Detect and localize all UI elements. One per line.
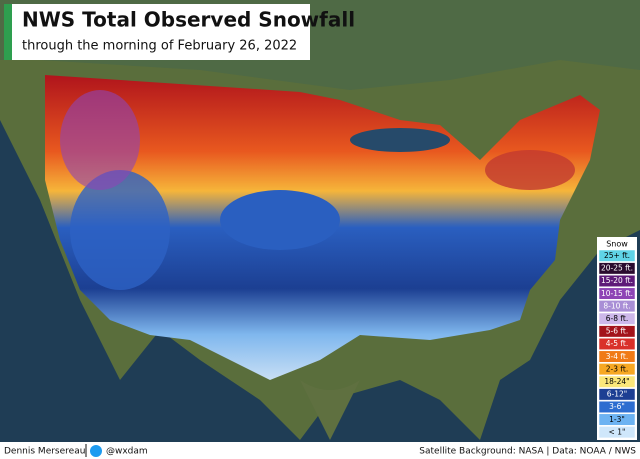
legend-label: 10-15 ft.: [601, 289, 633, 298]
legend-swatch: [598, 262, 636, 275]
mexico: [300, 380, 360, 440]
legend-label: 1-3": [609, 415, 625, 424]
snow-blob: [70, 170, 170, 290]
legend-swatch: [598, 426, 636, 439]
legend: Snow 25+ ft. 20-25 ft. 15-20 ft. 10-15 ft. 8…: [597, 237, 637, 440]
legend-label: 2-3 ft.: [606, 364, 628, 373]
title: NWS Total Observed Snowfall: [22, 8, 355, 32]
snow-blob: [485, 150, 575, 190]
legend-swatch: [598, 363, 636, 376]
legend-label: 20-25 ft.: [601, 264, 633, 273]
footer-credits: Satellite Background: NASA | Data: NOAA …: [419, 447, 636, 457]
legend-label: 3-4 ft.: [606, 352, 628, 361]
legend-title: Snow: [606, 240, 628, 249]
legend-swatch: [598, 375, 636, 388]
snow-blob: [220, 190, 340, 250]
legend-label: 6-12": [607, 390, 627, 399]
legend-label: 5-6 ft.: [606, 327, 628, 336]
footer-author: Dennis Mersereau: [4, 447, 85, 457]
legend-label: 18-24": [604, 377, 629, 386]
legend-swatch: [598, 300, 636, 313]
legend-swatch: [598, 400, 636, 413]
legend-swatch: [598, 287, 636, 300]
legend-swatch: [598, 388, 636, 401]
footer-handle: @wxdam: [106, 447, 148, 457]
lake: [350, 128, 450, 152]
legend-swatch: [598, 325, 636, 338]
legend-swatch: [598, 274, 636, 287]
legend-label: 25+ ft.: [604, 251, 630, 260]
snow-blob: [60, 90, 140, 190]
legend-swatch: [598, 350, 636, 363]
twitter-icon: [90, 445, 102, 457]
footer-bar: [0, 442, 640, 459]
title-box: [4, 4, 310, 60]
legend-label: 4-5 ft.: [606, 339, 628, 348]
legend-label: 6-8 ft.: [606, 314, 628, 323]
legend-label: < 1": [609, 427, 626, 436]
legend-swatch: [598, 312, 636, 325]
subtitle: through the morning of February 26, 2022: [22, 39, 297, 54]
legend-label: 8-10 ft.: [603, 301, 630, 310]
legend-label: 3-6": [609, 402, 625, 411]
legend-swatch: [598, 249, 636, 262]
legend-swatch: [598, 337, 636, 350]
legend-swatch: [598, 413, 636, 426]
legend-label: 15-20 ft.: [601, 276, 633, 285]
title-accent: [4, 4, 12, 60]
